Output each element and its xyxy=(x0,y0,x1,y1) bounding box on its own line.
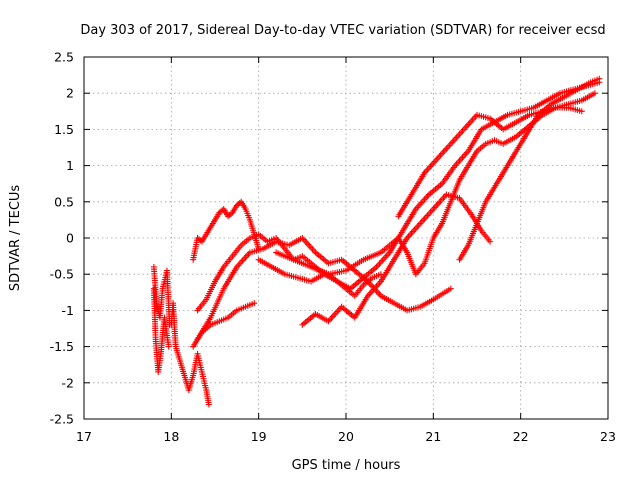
y-tick-label: 0 xyxy=(66,231,74,246)
y-tick-label: 2 xyxy=(66,86,74,101)
x-tick-label: 17 xyxy=(76,429,92,444)
data-points xyxy=(150,75,603,408)
y-axis-label: SDTVAR / TECUs xyxy=(8,185,23,292)
chart-title: Day 303 of 2017, Sidereal Day-to-day VTE… xyxy=(80,23,605,38)
x-tick-label: 19 xyxy=(251,429,267,444)
data-point xyxy=(251,300,258,307)
y-tick-label: 2.5 xyxy=(54,50,74,65)
x-tick-label: 21 xyxy=(425,429,441,444)
x-tick-label: 20 xyxy=(338,429,354,444)
axis-ticks: 17 18 19 20 21 22 23 -2.5 -2 -1.5 -1 -0.5 0 0.5 1 1.5 2 2… xyxy=(50,50,616,445)
y-tick-label: 1.5 xyxy=(54,122,74,137)
data-point xyxy=(591,90,598,97)
data-point xyxy=(596,75,603,82)
y-tick-label: 1 xyxy=(66,158,74,173)
data-point xyxy=(447,285,454,292)
data-point xyxy=(165,343,172,350)
data-point xyxy=(578,108,585,115)
y-tick-label: -1.5 xyxy=(50,339,74,354)
data-point xyxy=(205,401,212,408)
x-tick-label: 23 xyxy=(600,429,616,444)
y-tick-label: -2.5 xyxy=(50,412,74,427)
y-tick-label: -1 xyxy=(62,303,74,318)
y-tick-label: 0.5 xyxy=(54,194,74,209)
x-axis-label: GPS time / hours xyxy=(292,458,401,473)
y-tick-label: -2 xyxy=(62,375,74,390)
x-tick-label: 22 xyxy=(513,429,529,444)
x-tick-label: 18 xyxy=(163,429,179,444)
y-tick-label: -0.5 xyxy=(50,267,74,282)
data-point xyxy=(487,238,494,245)
plot-frame xyxy=(83,56,609,420)
